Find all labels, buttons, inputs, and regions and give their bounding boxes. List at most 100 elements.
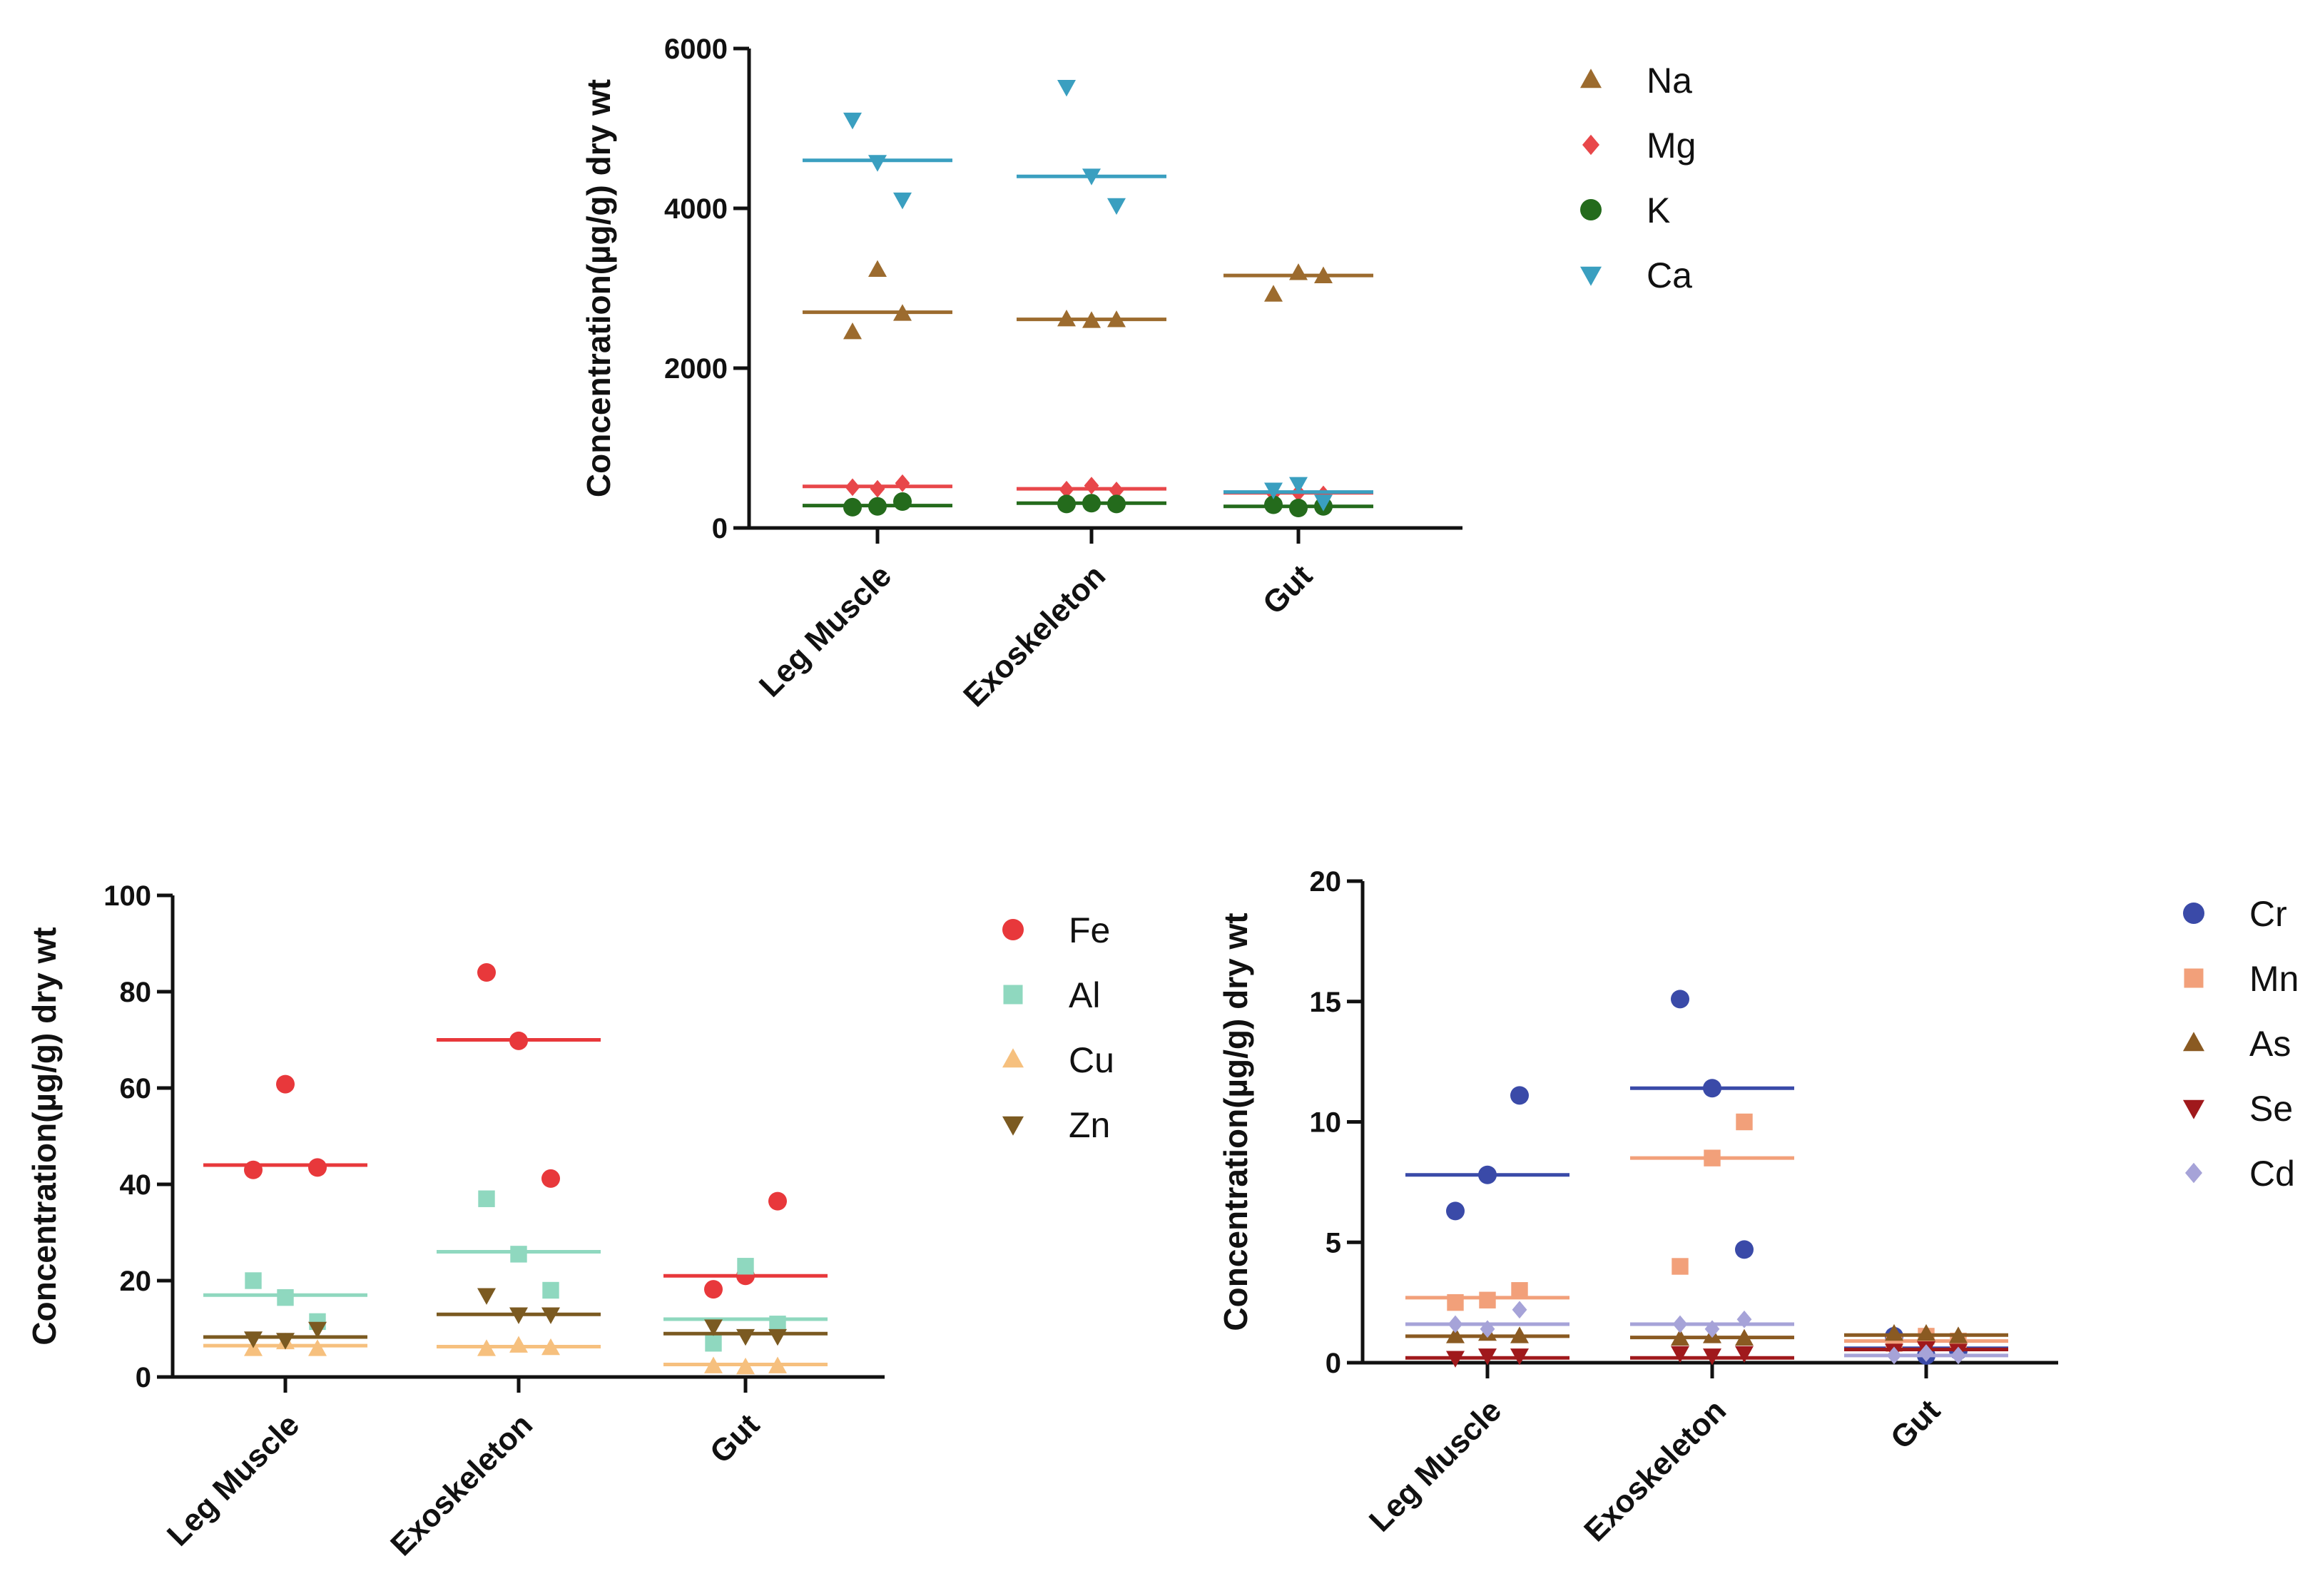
series-ca [803, 80, 1373, 512]
data-point [1917, 1323, 1935, 1341]
data-point [705, 1335, 722, 1352]
data-point [768, 1356, 787, 1373]
x-category-label: Gut [1884, 1393, 1947, 1455]
data-point [1447, 1293, 1464, 1311]
data-point [1446, 1201, 1465, 1221]
data-point [1510, 1086, 1529, 1105]
data-point [768, 1328, 787, 1346]
legend-label: Na [1647, 61, 1692, 101]
series-mn [1405, 1113, 2008, 1352]
data-point [1510, 1348, 1529, 1366]
data-point [1059, 480, 1074, 499]
y-tick-label: 0 [712, 513, 728, 544]
data-point [1082, 494, 1101, 513]
chart-panel-2: 0 20 40 60 80 100 Concentration(µg/g) dry wt Le… [26, 880, 1114, 1562]
legend-label: Cu [1069, 1040, 1114, 1080]
data-point [1446, 1326, 1465, 1343]
data-point [308, 1321, 327, 1339]
data-point [737, 1258, 754, 1275]
data-point [1886, 1346, 1902, 1365]
y-tick-label: 20 [1310, 866, 1342, 898]
data-point [1671, 990, 1689, 1009]
series-zn [203, 1288, 828, 1350]
data-point [1289, 477, 1308, 494]
legend-label: Ca [1647, 255, 1692, 295]
data-point [1949, 1326, 1968, 1343]
legend-label: Cr [2249, 894, 2287, 934]
data-point [843, 322, 862, 340]
x-category-label: Gut [1256, 558, 1319, 621]
legend-label: Mn [2249, 959, 2299, 999]
legend-marker [1580, 199, 1602, 220]
data-point [1314, 494, 1333, 512]
data-point [510, 1246, 527, 1263]
x-category-label: Leg Muscle [161, 1407, 306, 1552]
data-point [1478, 1165, 1497, 1184]
data-point [893, 492, 912, 512]
y-axis-label: Concentration(µg/g) dry wt [26, 927, 63, 1345]
series-cd [1405, 1301, 2008, 1365]
data-point [1735, 1328, 1754, 1346]
legend-label: Mg [1647, 126, 1696, 166]
y-tick-label: 5 [1326, 1227, 1341, 1259]
legend-marker [1002, 919, 1024, 940]
legend: Fe Al Cu Zn [1002, 910, 1114, 1145]
data-point [477, 1288, 496, 1305]
data-point [1478, 1348, 1497, 1366]
data-point [868, 260, 887, 277]
data-point [541, 1169, 560, 1188]
data-point [509, 1031, 528, 1050]
data-point [736, 1328, 755, 1346]
data-point [1671, 1328, 1689, 1346]
x-category-label: Exoskeleton [1577, 1393, 1733, 1548]
y-tick-label: 80 [120, 977, 152, 1008]
data-point [1109, 482, 1124, 499]
data-point [895, 474, 910, 492]
data-point [1082, 311, 1101, 328]
legend-marker [1582, 134, 1599, 156]
data-point [477, 1339, 496, 1356]
y-tick-label: 0 [1326, 1348, 1341, 1379]
legend-marker [1002, 1116, 1024, 1136]
y-tick-label: 15 [1310, 987, 1342, 1018]
legend-label: K [1647, 190, 1670, 230]
y-axis-label: Concentration(µg/g) dry wt [580, 79, 617, 497]
data-point [1950, 1346, 1966, 1365]
series-k [803, 492, 1373, 517]
data-point [1082, 168, 1101, 185]
data-point [308, 1339, 327, 1356]
data-point [276, 1074, 295, 1094]
data-point [277, 1289, 294, 1306]
data-point [843, 112, 862, 130]
data-point [868, 497, 887, 516]
series-cu [203, 1332, 828, 1375]
series-al [203, 1190, 828, 1352]
chart-panel-3: 0 5 10 15 20 Concentration(µg/g) dry wt Leg Mu… [1217, 866, 2299, 1548]
data-point [244, 1160, 263, 1179]
data-point [704, 1280, 723, 1299]
data-point [1314, 266, 1333, 283]
data-point [1736, 1113, 1753, 1131]
legend-marker [1580, 68, 1602, 88]
data-point [509, 1307, 528, 1324]
legend-marker [1580, 266, 1602, 286]
y-tick-label: 0 [136, 1362, 151, 1393]
data-point [1704, 1149, 1721, 1166]
data-point [1264, 285, 1283, 302]
data-point [1703, 1079, 1721, 1098]
data-point [736, 1357, 755, 1375]
data-point [704, 1356, 723, 1373]
data-point [477, 963, 496, 982]
data-point [1289, 263, 1308, 280]
data-point [1107, 494, 1126, 514]
data-point [509, 1336, 528, 1353]
y-tick-label: 6000 [664, 34, 728, 65]
data-point [276, 1333, 295, 1350]
data-point [893, 304, 912, 321]
data-point [1107, 310, 1126, 327]
data-point [1057, 80, 1076, 97]
legend: Na Mg K Ca [1580, 61, 1696, 295]
data-point [478, 1190, 495, 1207]
